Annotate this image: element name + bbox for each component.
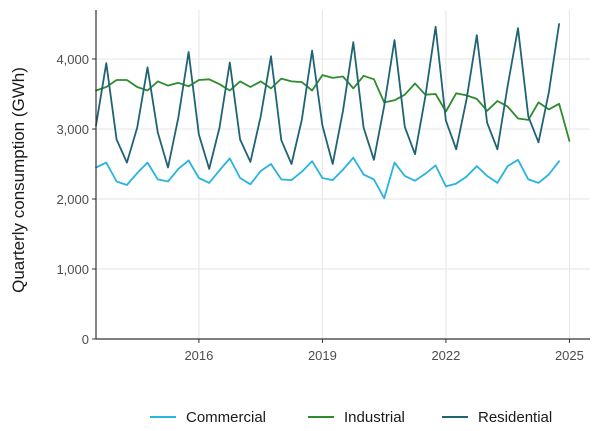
series-line-industrial — [95, 74, 571, 142]
legend-item-residential: Residential — [442, 409, 552, 426]
series-line-residential — [95, 23, 560, 170]
x-axis: 2016 2019 2022 2025 — [96, 338, 590, 363]
legend-label: Industrial — [344, 409, 405, 426]
y-axis: 0 1,000 2,000 3,000 4,000 — [56, 10, 97, 347]
x-tick-label: 2016 — [184, 348, 213, 363]
legend-label: Residential — [478, 409, 552, 426]
series-line-commercial — [95, 156, 560, 200]
x-tick-label: 2022 — [431, 348, 460, 363]
grid-lines — [96, 10, 590, 340]
y-tick-label: 0 — [82, 332, 89, 347]
y-tick-label: 4,000 — [56, 52, 89, 67]
legend-label: Commercial — [186, 409, 266, 426]
legend: Commercial Industrial Residential — [150, 409, 552, 426]
y-tick-label: 3,000 — [56, 122, 89, 137]
y-tick-label: 1,000 — [56, 262, 89, 277]
legend-item-industrial: Industrial — [308, 409, 405, 426]
x-tick-label: 2025 — [555, 348, 584, 363]
y-tick-label: 2,000 — [56, 192, 89, 207]
x-tick-label: 2019 — [308, 348, 337, 363]
y-axis-title: Quarterly consumption (GWh) — [9, 67, 28, 293]
series-lines — [95, 23, 571, 200]
legend-item-commercial: Commercial — [150, 409, 266, 426]
